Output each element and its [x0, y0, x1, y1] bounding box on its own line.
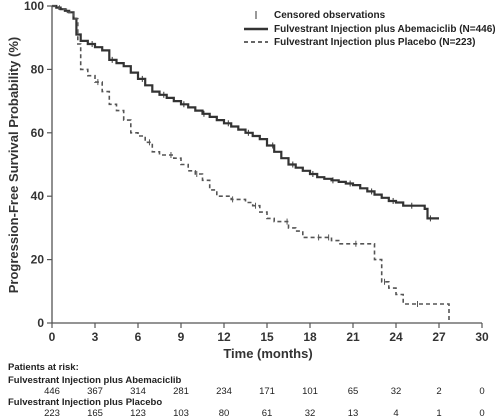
at-risk-count: 234: [216, 386, 232, 397]
placebo-curve: [52, 5, 450, 323]
at-risk-count: 32: [304, 408, 316, 419]
at-risk-count: 80: [218, 408, 230, 419]
y-tick-label: 100: [24, 0, 44, 13]
curves: [52, 4, 450, 323]
at-risk-count: 4: [393, 408, 399, 419]
at-risk-count: 61: [261, 408, 273, 419]
legend-entry-label: Fulvestrant Injection plus Placebo (N=22…: [274, 37, 475, 48]
at-risk-count: 1: [436, 408, 442, 419]
x-tick-label: 15: [260, 330, 274, 344]
x-tick-label: 24: [389, 330, 403, 344]
x-tick-label: 6: [135, 330, 142, 344]
abemaciclib-curve: [52, 4, 439, 220]
x-tick-label: 3: [92, 330, 99, 344]
at-risk-count: 32: [390, 386, 402, 397]
at-risk-count: 123: [130, 408, 146, 419]
at-risk-count: 446: [44, 386, 60, 397]
x-tick-label: 30: [475, 330, 489, 344]
x-tick-label: 0: [49, 330, 56, 344]
at-risk-count: 103: [173, 408, 189, 419]
at-risk-count: 2: [436, 386, 442, 397]
at-risk-count: 223: [44, 408, 60, 419]
legend-censored-label: Censored observations: [274, 10, 386, 21]
x-tick-label: 12: [217, 330, 231, 344]
x-tick-label: 27: [432, 330, 446, 344]
at-risk-group-label: Fulvestrant Injection plus Placebo: [8, 397, 163, 408]
at-risk-count: 171: [259, 386, 275, 397]
at-risk-count: 314: [130, 386, 146, 397]
at-risk-count: 65: [347, 386, 359, 397]
at-risk-count: 165: [87, 408, 103, 419]
x-tick-label: 21: [346, 330, 360, 344]
y-tick-label: 0: [37, 316, 44, 330]
at-risk-title: Patients at risk:: [8, 362, 79, 373]
y-axis-title: Progression-Free Survival Probability (%…: [6, 37, 21, 293]
y-tick-label: 20: [31, 253, 45, 267]
at-risk-count: 0: [479, 408, 485, 419]
at-risk-group-label: Fulvestrant Injection plus Abemaciclib: [8, 375, 182, 386]
y-tick-label: 80: [31, 62, 45, 76]
y-tick-label: 40: [31, 189, 45, 203]
at-risk-count: 281: [173, 386, 189, 397]
legend: Censored observations Fulvestrant Injecti…: [244, 10, 495, 48]
x-axis-title: Time (months): [223, 346, 312, 361]
at-risk-count: 13: [347, 408, 359, 419]
axes: 0 20 40 60 80 100 0 3 6 9 12 15 18 21 24 27 30: [24, 0, 489, 344]
y-tick-label: 60: [31, 126, 45, 140]
x-tick-label: 9: [178, 330, 185, 344]
legend-entry-label: Fulvestrant Injection plus Abemaciclib (…: [274, 24, 495, 35]
x-tick-label: 18: [303, 330, 317, 344]
at-risk-count: 101: [302, 386, 318, 397]
at-risk-count: 367: [87, 386, 103, 397]
at-risk-count: 0: [479, 386, 485, 397]
